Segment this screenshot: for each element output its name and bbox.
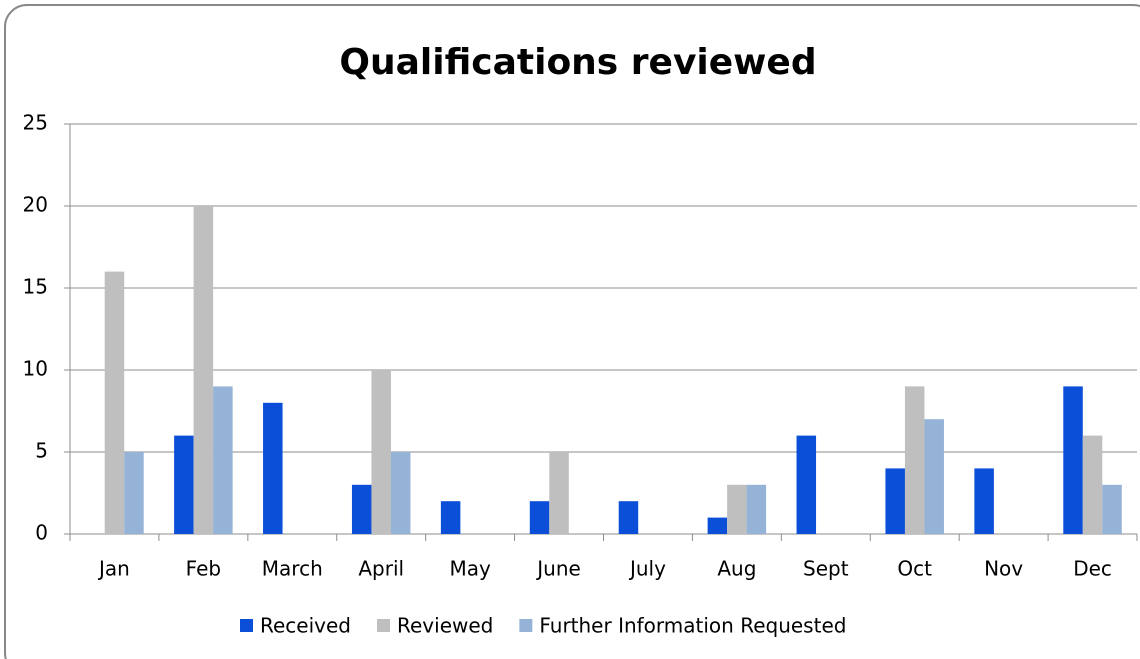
bar [213, 386, 233, 534]
x-tick-label: Oct [897, 557, 932, 581]
bar [529, 501, 550, 534]
y-tick-label: 20 [23, 193, 48, 217]
x-tick-label: May [449, 557, 491, 581]
y-tick-label: 25 [23, 111, 48, 135]
legend-swatch [377, 619, 390, 632]
x-tick-label: July [628, 557, 666, 581]
legend-label: Received [260, 614, 351, 638]
bar [1063, 386, 1083, 534]
y-tick-label: 0 [35, 521, 48, 545]
x-tick-label: Nov [984, 557, 1023, 581]
bar [371, 370, 391, 534]
bar [974, 468, 994, 534]
x-tick-label: March [262, 557, 323, 581]
y-tick-label: 10 [23, 357, 48, 381]
bar [1082, 435, 1103, 534]
bar [124, 452, 144, 534]
bar [351, 484, 372, 534]
bar [618, 501, 639, 534]
x-tick-label: June [535, 557, 581, 581]
bar [193, 206, 214, 534]
x-tick-label: Sept [803, 557, 849, 581]
bar [390, 452, 411, 534]
bar [1102, 484, 1122, 534]
y-tick-label: 5 [35, 439, 48, 463]
x-tick-label: April [358, 557, 404, 581]
x-tick-label: Aug [717, 557, 756, 581]
bar [904, 386, 925, 534]
x-tick-label: Dec [1073, 557, 1112, 581]
chart-title: Qualifications reviewed [339, 42, 816, 83]
bar [440, 501, 461, 534]
bar [924, 419, 944, 534]
legend-label: Reviewed [397, 614, 493, 638]
bar [885, 468, 905, 534]
bar [746, 484, 767, 534]
x-tick-label: Feb [186, 557, 221, 581]
legend-label: Further Information Requested [539, 614, 846, 638]
bar [707, 517, 728, 534]
bar [174, 435, 194, 534]
bar [727, 484, 747, 534]
y-tick-label: 15 [23, 275, 48, 299]
bar [263, 402, 283, 534]
bar [104, 271, 125, 534]
bar [549, 452, 569, 534]
x-tick-label: Jan [97, 557, 130, 581]
chart-frame [4, 4, 1140, 659]
legend-swatch [240, 619, 253, 632]
legend-swatch [519, 619, 533, 632]
bar [796, 435, 817, 534]
